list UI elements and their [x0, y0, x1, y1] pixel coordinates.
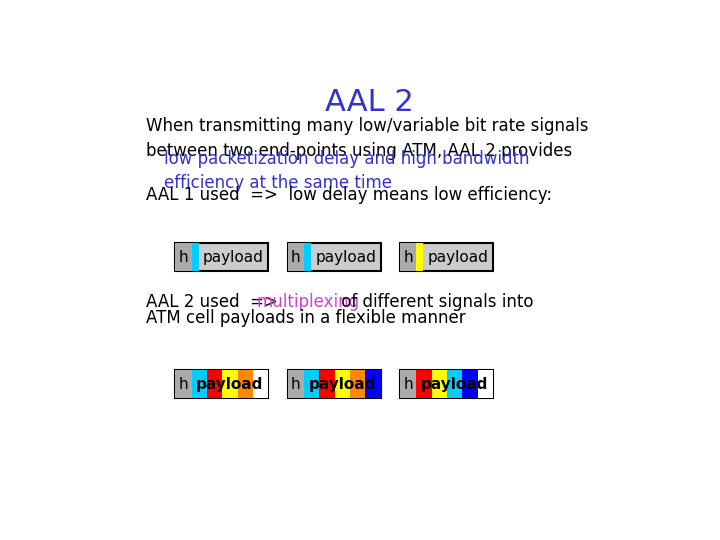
Text: multiplexing: multiplexing	[256, 294, 359, 312]
Text: h: h	[403, 250, 413, 265]
Text: low packetization delay and high bandwidth
efficiency at the same time: low packetization delay and high bandwid…	[163, 150, 529, 192]
Bar	[447, 370, 462, 398]
Text: AAL 2: AAL 2	[325, 88, 413, 117]
Bar	[304, 370, 319, 398]
Bar	[400, 370, 416, 398]
Bar	[416, 370, 431, 398]
Bar	[431, 370, 447, 398]
Bar	[287, 244, 381, 271]
Bar	[175, 370, 192, 398]
Text: payload: payload	[421, 377, 488, 392]
Bar	[365, 370, 381, 398]
Text: h: h	[179, 250, 188, 265]
Bar	[192, 370, 207, 398]
Bar	[207, 370, 222, 398]
Text: payload: payload	[428, 250, 489, 265]
Text: AAL 1 used  =>  low delay means low efficiency:: AAL 1 used => low delay means low effici…	[145, 186, 552, 204]
Bar	[175, 244, 192, 271]
Bar	[287, 370, 381, 398]
Text: payload: payload	[203, 250, 264, 265]
Bar	[319, 370, 335, 398]
Text: AAL 2 used  =>: AAL 2 used =>	[145, 294, 288, 312]
Bar	[222, 370, 238, 398]
Bar	[477, 370, 493, 398]
Text: h: h	[179, 377, 188, 392]
Text: When transmitting many low/variable bit rate signals
between two end-points usin: When transmitting many low/variable bit …	[145, 117, 588, 160]
Bar	[462, 370, 477, 398]
Bar	[175, 370, 269, 398]
Bar	[175, 244, 269, 271]
Bar	[400, 370, 493, 398]
Text: payload: payload	[196, 377, 264, 392]
Bar	[335, 370, 350, 398]
Bar	[192, 244, 199, 271]
Text: payload: payload	[309, 377, 376, 392]
Text: h: h	[291, 377, 300, 392]
Bar	[416, 244, 423, 271]
Bar	[253, 370, 269, 398]
Text: h: h	[291, 250, 300, 265]
Bar	[287, 370, 304, 398]
Text: h: h	[403, 377, 413, 392]
Text: payload: payload	[315, 250, 376, 265]
Bar	[400, 244, 493, 271]
Bar	[350, 370, 365, 398]
Bar	[304, 244, 311, 271]
Bar	[287, 244, 304, 271]
Text: of different signals into: of different signals into	[336, 294, 534, 312]
Bar	[238, 370, 253, 398]
Text: ATM cell payloads in a flexible manner: ATM cell payloads in a flexible manner	[145, 309, 465, 327]
Bar	[400, 244, 416, 271]
